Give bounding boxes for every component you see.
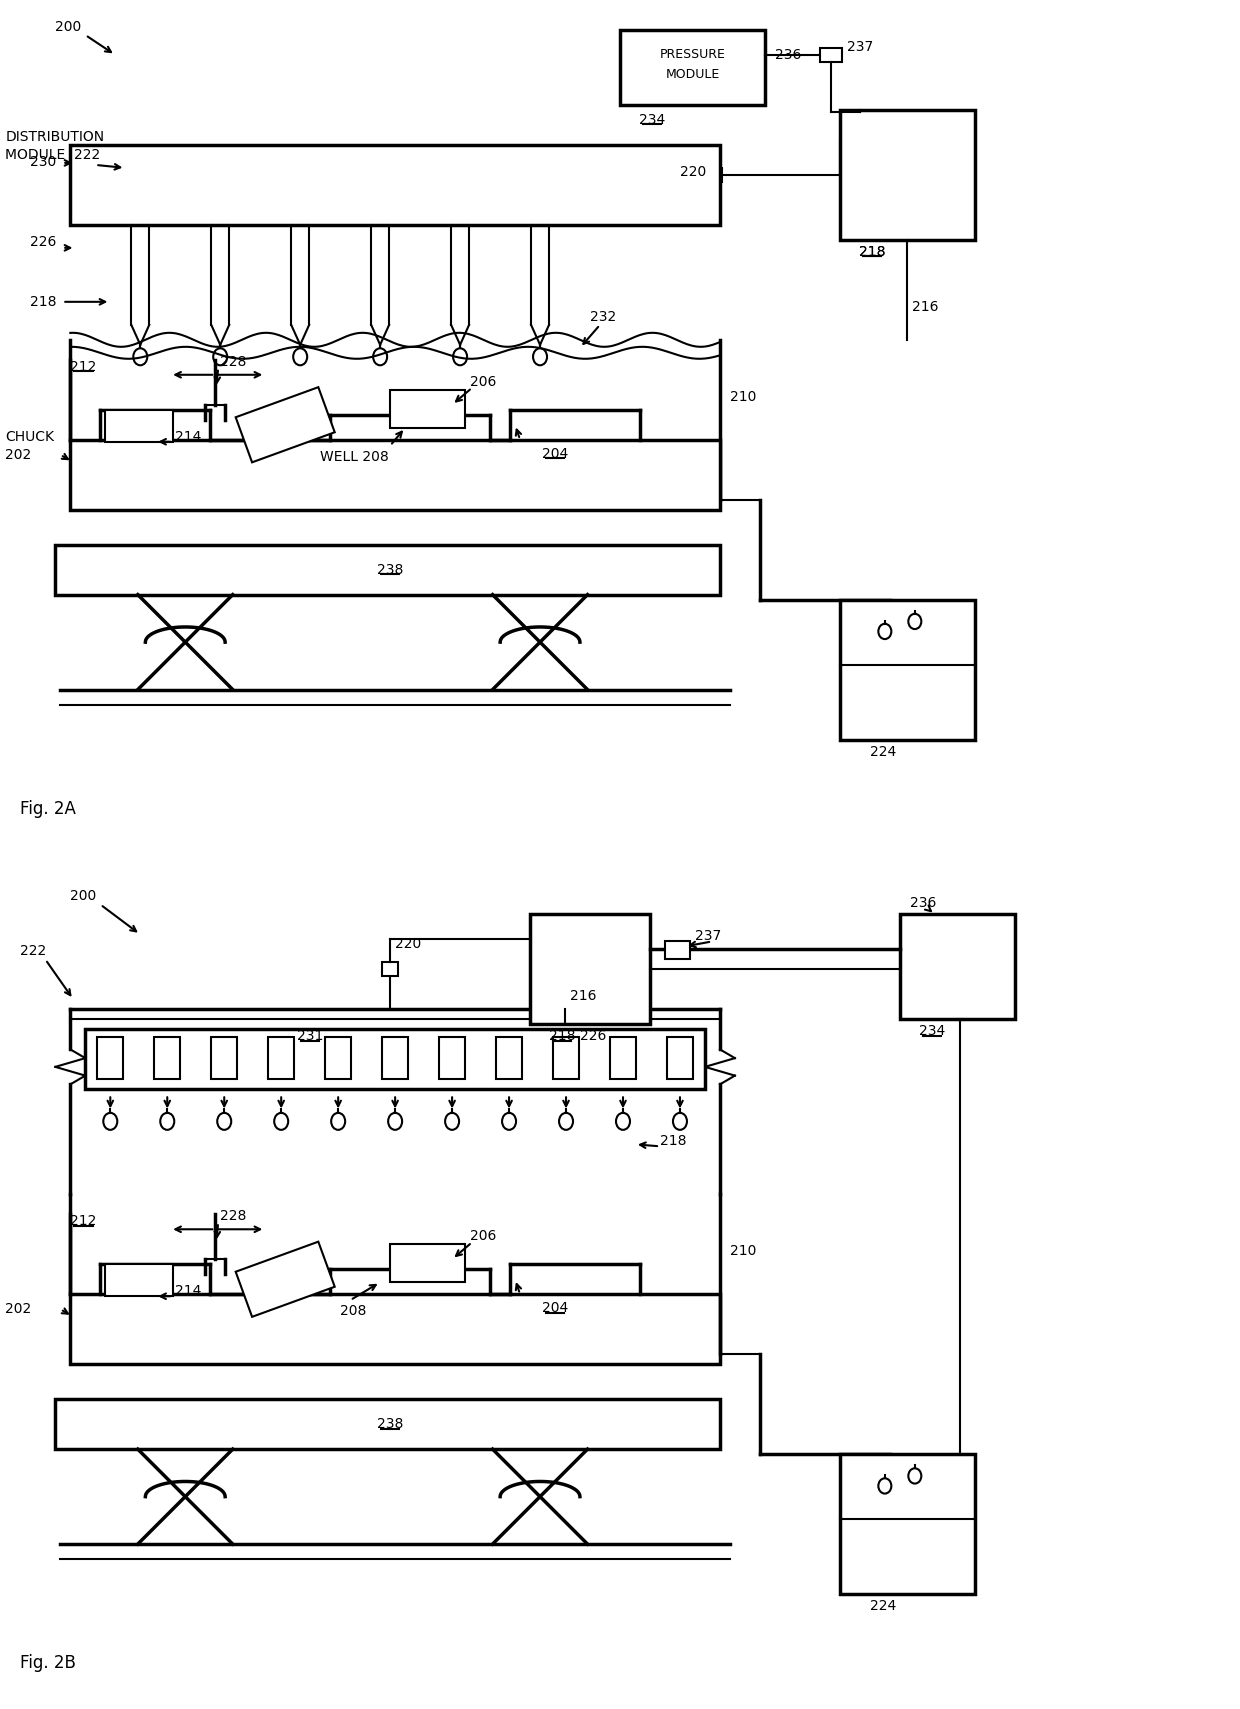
Bar [325,1037,351,1080]
Text: 230: 230 [30,156,57,169]
Bar [667,1037,693,1080]
Bar [553,1037,579,1080]
Bar [105,410,174,441]
Text: 202: 202 [5,448,31,461]
Text: 228: 228 [221,355,247,369]
Text: 204: 204 [542,446,568,461]
Text: 214: 214 [175,1283,202,1299]
Text: 212: 212 [71,1215,97,1229]
Text: 216: 216 [570,990,596,1003]
Text: 202: 202 [5,1302,31,1316]
Text: 237: 237 [694,930,722,943]
Bar [105,1265,174,1295]
Text: 218: 218 [858,244,885,258]
Polygon shape [236,388,335,463]
Text: Fig. 2B: Fig. 2B [20,1654,76,1671]
Bar [711,167,722,181]
Text: 210: 210 [730,1244,756,1258]
Text: 206: 206 [470,374,496,388]
Text: 224: 224 [869,1600,897,1613]
Text: CHUCK: CHUCK [5,429,55,444]
Text: 208: 208 [340,1304,367,1318]
Bar [839,109,975,239]
Bar [610,1037,636,1080]
Bar [620,31,765,104]
Bar [268,1037,294,1080]
Text: MODULE  222: MODULE 222 [5,149,100,162]
Text: 234: 234 [639,113,665,126]
Text: 228: 228 [221,1210,247,1224]
Text: 210: 210 [730,390,756,403]
Bar [71,1294,720,1364]
Text: Fig. 2A: Fig. 2A [20,800,76,817]
Text: 200: 200 [71,889,97,904]
Bar [496,1037,522,1080]
Text: 231: 231 [298,1029,324,1044]
Bar [211,1037,237,1080]
Text: 236: 236 [775,48,801,62]
Bar [56,545,720,595]
Bar [391,390,465,427]
Text: 206: 206 [470,1229,496,1242]
Text: 226: 226 [30,234,57,250]
Text: 204: 204 [542,1301,568,1316]
Bar [382,1037,408,1080]
Bar [900,914,1014,1019]
Text: 218: 218 [30,296,57,309]
Text: 218: 218 [660,1135,687,1148]
Bar [439,1037,465,1080]
Bar [839,600,975,740]
Text: 236: 236 [910,897,936,911]
Text: 238: 238 [377,1417,403,1430]
Text: PRESSURE: PRESSURE [660,48,725,62]
Bar [97,1037,123,1080]
Text: 234: 234 [919,1024,945,1039]
Bar [382,962,398,976]
Bar [56,1400,720,1449]
Text: 220: 220 [396,938,422,952]
Polygon shape [236,1242,335,1318]
Text: 218: 218 [549,1029,575,1044]
Bar [154,1037,180,1080]
Bar [529,914,650,1024]
Text: 224: 224 [869,745,897,759]
Text: 218: 218 [858,244,885,258]
Text: WELL 208: WELL 208 [320,449,389,463]
Bar [71,439,720,509]
Bar [820,48,842,62]
Text: MODULE: MODULE [666,68,719,80]
Bar [839,1454,975,1594]
Text: 216: 216 [913,299,939,314]
Text: 226: 226 [580,1029,606,1044]
Text: 214: 214 [175,429,202,444]
Bar [391,1244,465,1282]
Text: 212: 212 [71,361,97,374]
Text: DISTRIBUTION: DISTRIBUTION [5,130,104,144]
Text: 220: 220 [680,164,707,179]
Bar [71,145,720,226]
Bar [665,942,689,959]
Text: 238: 238 [377,562,403,576]
Text: 200: 200 [56,21,82,34]
Bar [86,1029,706,1089]
Text: 232: 232 [590,309,616,323]
Text: 237: 237 [847,39,873,55]
Text: 222: 222 [20,945,47,959]
